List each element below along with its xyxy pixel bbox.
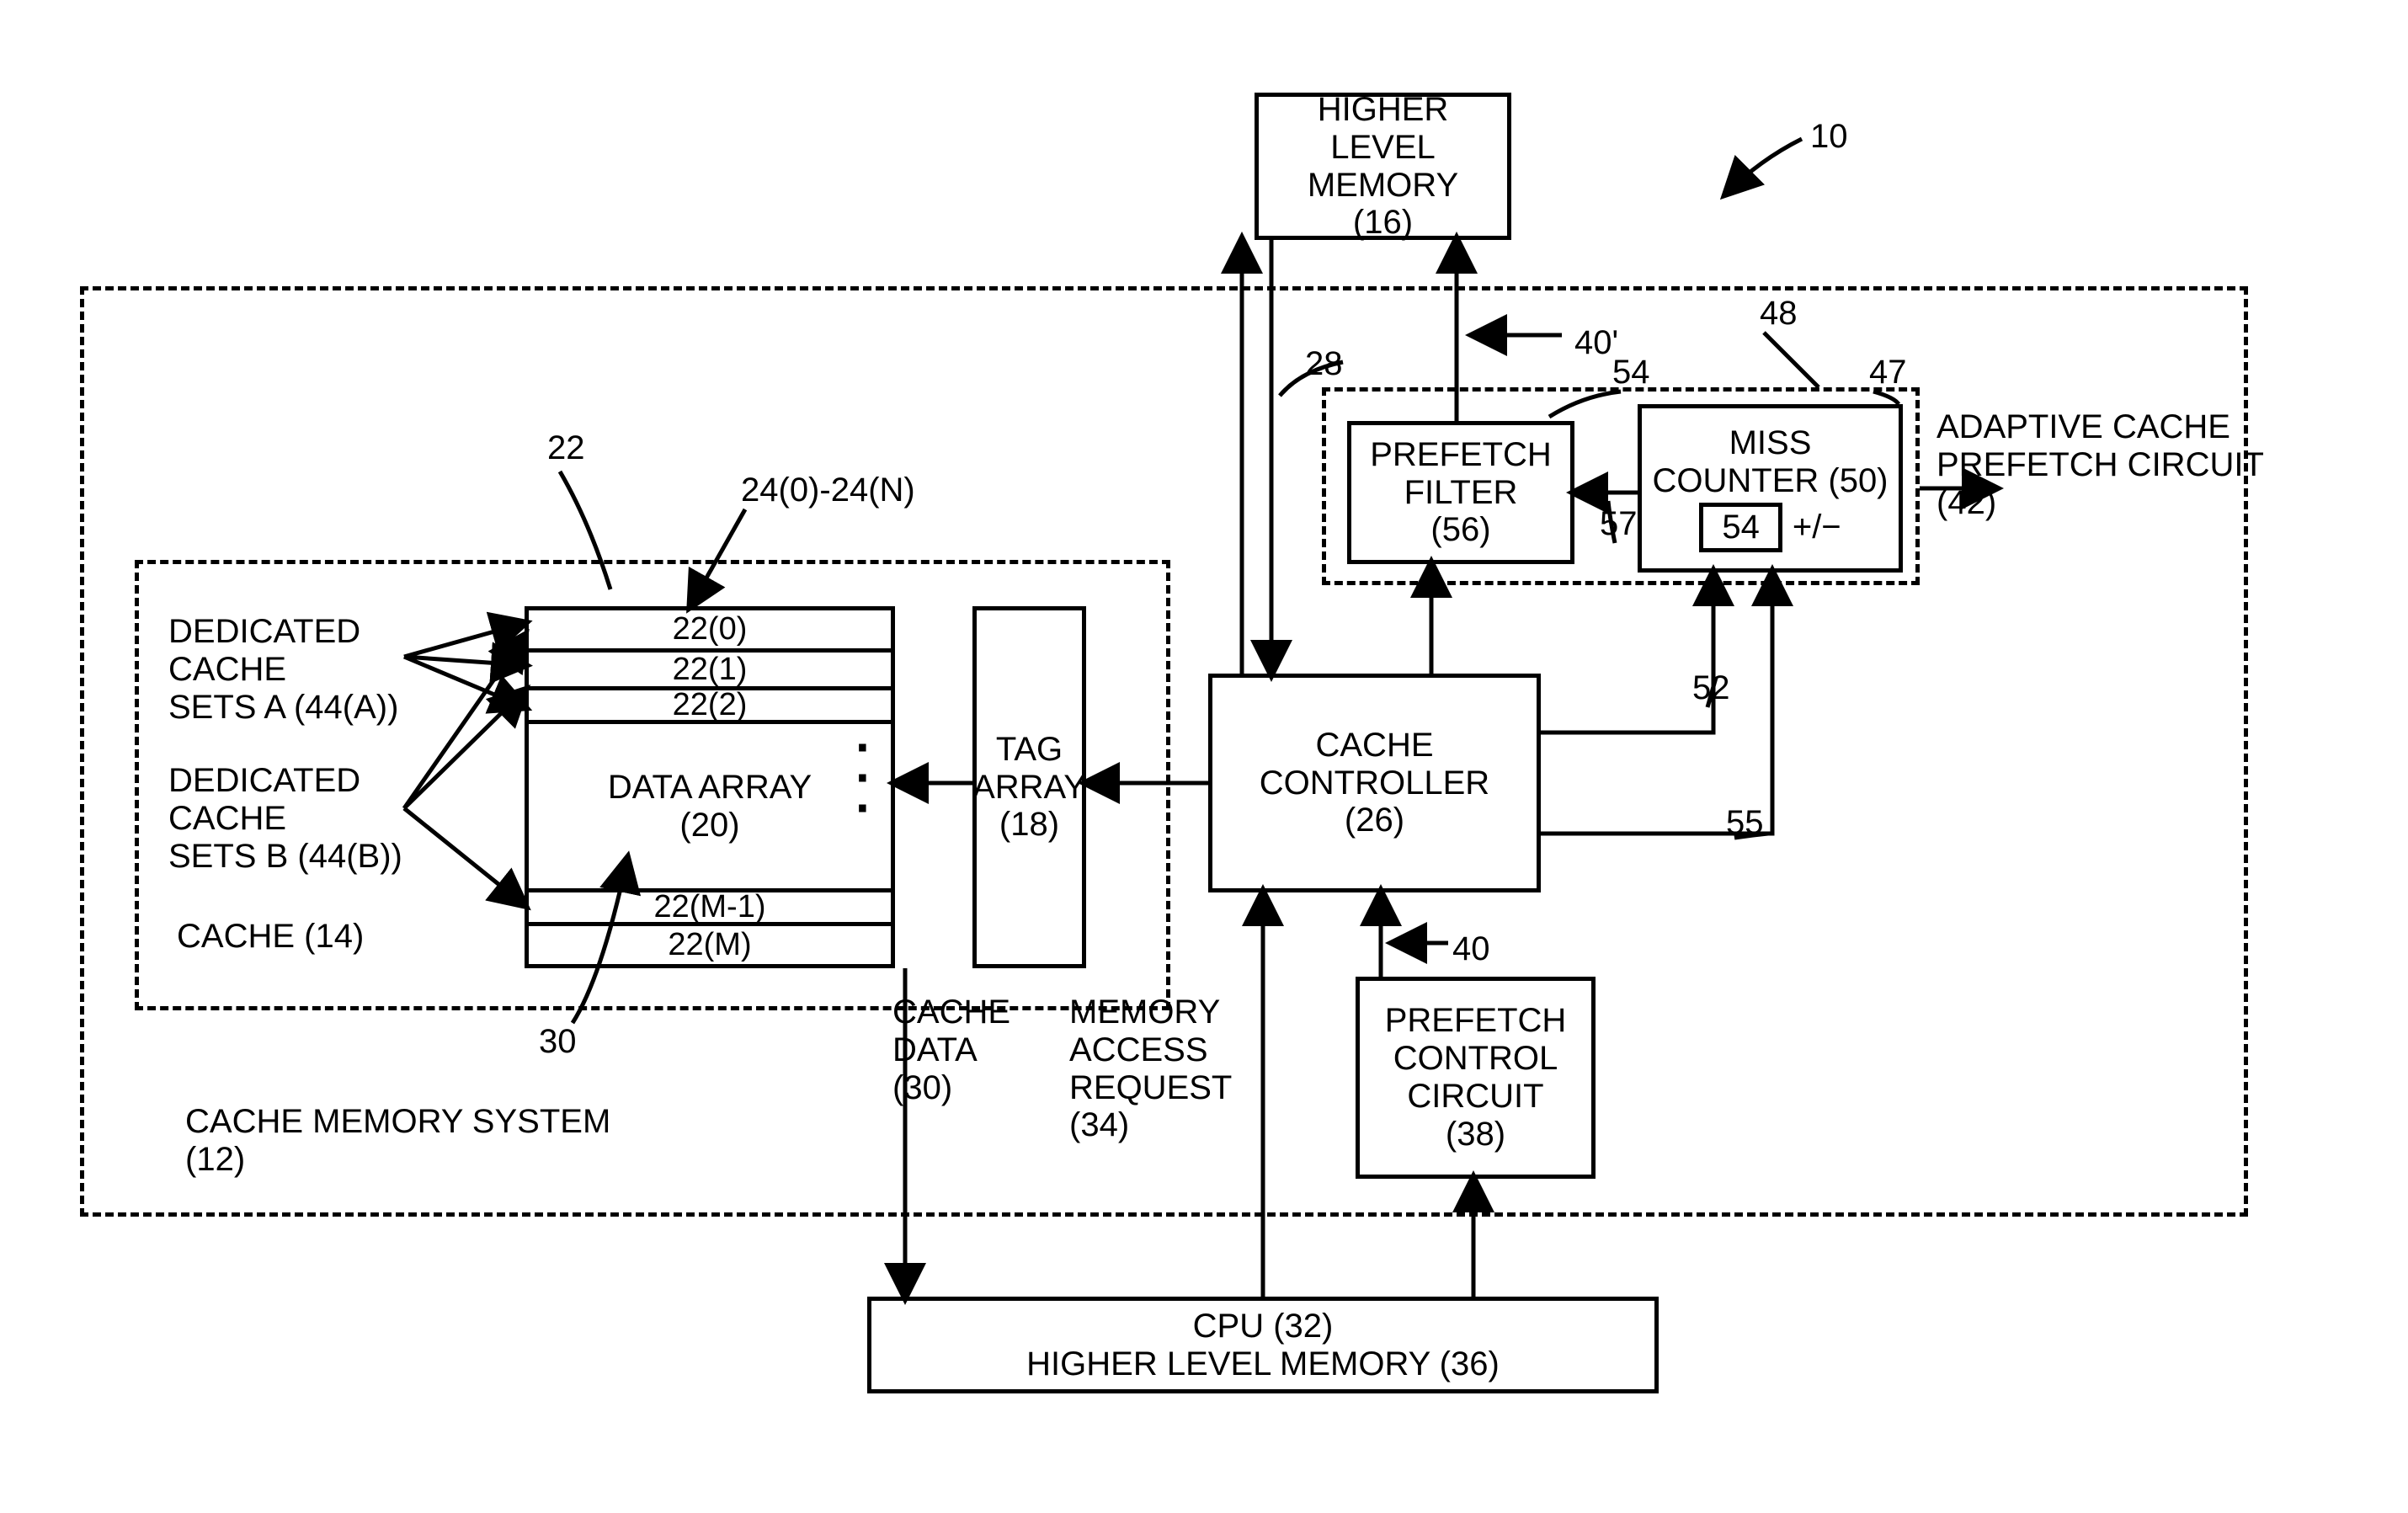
higher-mem-line2: LEVEL MEMORY [1259, 129, 1507, 205]
pf-line3: (56) [1430, 511, 1490, 549]
tag-array-box: TAG ARRAY (18) [972, 606, 1086, 968]
cpu-l2: HIGHER LEVEL MEMORY (36) [1026, 1345, 1500, 1383]
ref-48: 48 [1760, 295, 1798, 333]
mc-inner-box: 54 [1699, 503, 1782, 552]
higher-mem-line1: HIGHER [1318, 91, 1449, 129]
data-array-row: 22(1) [529, 648, 891, 686]
cache-14-label: CACHE (14) [177, 918, 364, 956]
pcc-l4: (38) [1446, 1116, 1505, 1153]
cc-line1: CACHE [1315, 727, 1433, 764]
adaptive-cache-prefetch-circuit-label: ADAPTIVE CACHE PREFETCH CIRCUIT (42) [1937, 408, 2264, 521]
cpu-box: CPU (32) HIGHER LEVEL MEMORY (36) [867, 1297, 1659, 1393]
mc-line2: COUNTER (50) [1652, 462, 1888, 500]
cache-memory-system-label: CACHE MEMORY SYSTEM (12) [185, 1103, 610, 1179]
ref-40: 40 [1452, 930, 1490, 968]
pf-line1: PREFETCH [1370, 436, 1552, 474]
data-array-row: 22(0) [529, 610, 891, 648]
ref-24: 24(0)-24(N) [741, 471, 915, 509]
cc-line2: CONTROLLER [1260, 764, 1489, 802]
ref-40prime: 40' [1574, 324, 1618, 362]
prefetch-control-circuit-box: PREFETCH CONTROL CIRCUIT (38) [1356, 977, 1596, 1179]
memory-access-request-label: MEMORY ACCESS REQUEST (34) [1069, 994, 1232, 1144]
prefetch-filter-box: PREFETCH FILTER (56) [1347, 421, 1574, 564]
cc-line3: (26) [1345, 802, 1404, 839]
cpu-l1: CPU (32) [1193, 1308, 1334, 1345]
ref-57: 57 [1600, 505, 1638, 543]
pcc-l3: CIRCUIT [1407, 1078, 1543, 1116]
da-title1: DATA ARRAY [608, 769, 812, 807]
mc-plusminus: +/− [1793, 509, 1841, 546]
ta-l1: TAG [996, 731, 1063, 769]
data-array-row: 22(2) [529, 686, 891, 724]
mc-line1: MISS [1729, 424, 1812, 462]
dedicated-cache-sets-b-label: DEDICATED CACHE SETS B (44(B)) [168, 762, 402, 875]
ref-10: 10 [1810, 118, 1848, 156]
cache-data-label: CACHE DATA (30) [892, 994, 1010, 1106]
cache-controller-box: CACHE CONTROLLER (26) [1208, 674, 1541, 892]
pcc-l1: PREFETCH [1385, 1002, 1567, 1040]
ref-55: 55 [1726, 804, 1764, 842]
pf-line2: FILTER [1404, 474, 1518, 512]
data-array-row: 22(M) [529, 926, 891, 964]
ref-28: 28 [1305, 345, 1343, 383]
data-array-box: 22(0)22(1)22(2) DATA ARRAY (20) ··· 22(M… [525, 606, 895, 968]
ref-52: 52 [1692, 669, 1730, 707]
ta-l2: ARRAY [972, 769, 1086, 807]
da-vdots: ··· [855, 733, 872, 823]
higher-mem-line3: (16) [1353, 204, 1413, 242]
ref-30: 30 [539, 1023, 577, 1061]
ta-l3: (18) [999, 806, 1059, 844]
pcc-l2: CONTROL [1393, 1040, 1558, 1078]
da-title2: (20) [679, 807, 739, 844]
higher-level-memory-box: HIGHER LEVEL MEMORY (16) [1255, 93, 1511, 240]
data-array-row: 22(M-1) [529, 888, 891, 926]
dedicated-cache-sets-a-label: DEDICATED CACHE SETS A (44(A)) [168, 613, 398, 726]
ref-47: 47 [1869, 354, 1907, 392]
miss-counter-box: MISS COUNTER (50) 54 +/− [1638, 404, 1903, 573]
ref-22: 22 [547, 429, 585, 467]
